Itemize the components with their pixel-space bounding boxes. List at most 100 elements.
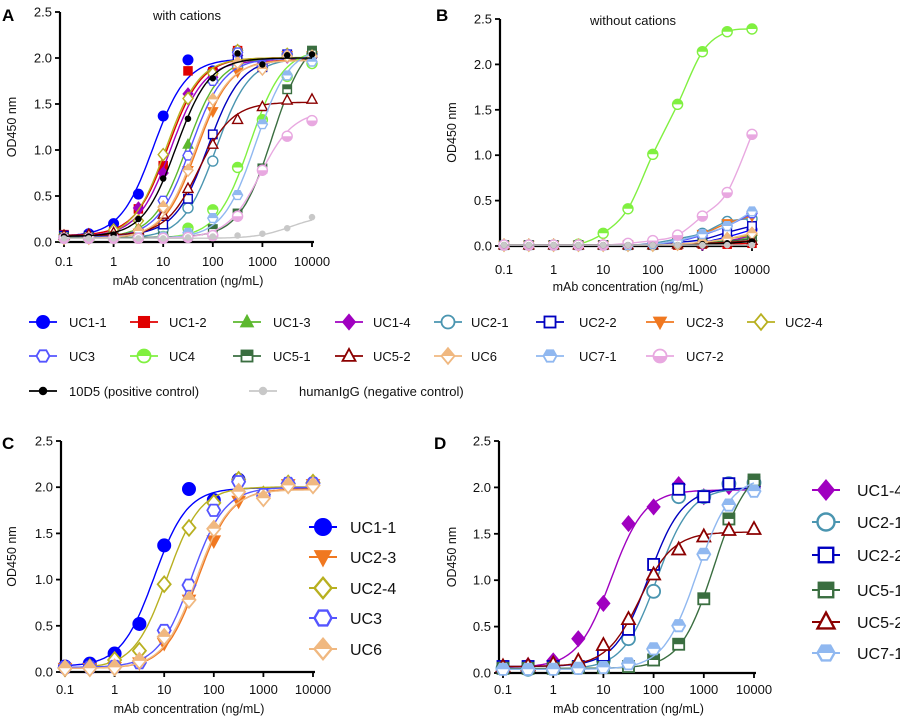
legend-label: UC4 — [169, 349, 195, 364]
legend-label: UC2-2 — [857, 548, 900, 565]
y-tick-label: 2.0 — [35, 480, 53, 495]
data-point — [157, 538, 172, 553]
data-point — [184, 234, 192, 241]
data-point — [159, 235, 167, 242]
y-tick-label: 0.5 — [35, 618, 53, 633]
data-point — [230, 482, 247, 502]
legend-item: UC2-1 — [812, 512, 900, 532]
legend-label: UC6 — [471, 349, 497, 364]
legend-marker — [340, 346, 358, 362]
data-point — [280, 476, 296, 495]
legend-marker — [816, 512, 836, 532]
x-tick-label: 10000 — [736, 682, 772, 697]
data-point — [672, 482, 686, 496]
y-tick-label: 0.5 — [473, 619, 491, 634]
data-point — [82, 659, 98, 678]
y-tick-label: 0.0 — [474, 239, 492, 254]
data-point — [306, 114, 318, 127]
y-tick-label: 0.0 — [34, 235, 52, 250]
legend-label: UC1-1 — [69, 315, 107, 330]
series-uc6 — [57, 476, 321, 678]
data-point — [283, 51, 291, 59]
data-point — [305, 476, 321, 495]
legend-marker — [543, 315, 557, 329]
y-tick-label: 1.0 — [473, 573, 491, 588]
data-point — [182, 91, 194, 106]
data-point — [60, 235, 68, 242]
series-humanigg — [60, 213, 316, 242]
data-point — [157, 110, 169, 122]
legend: UC1-1 UC2-3 UC2-4 UC3 UC6 — [309, 518, 396, 662]
data-point — [721, 498, 737, 512]
data-point — [699, 241, 706, 249]
data-point — [696, 229, 709, 240]
series-uc2-4 — [57, 470, 321, 678]
data-point — [620, 657, 637, 671]
legend-item: UC5-2 — [335, 346, 411, 364]
x-tick-label: 0.1 — [495, 262, 513, 277]
legend-item: UC7-2 — [646, 348, 724, 364]
panel-d: 0.0 0.5 1.0 1.5 2.0 2.5 0.1 1 10 100 1000 10000 mAb … — [445, 434, 900, 717]
x-tick-label: 1000 — [249, 682, 278, 697]
y-tick-label: 0.0 — [473, 666, 491, 681]
data-point — [745, 520, 763, 535]
data-point — [308, 213, 316, 221]
data-point — [131, 651, 148, 671]
data-point — [697, 490, 711, 504]
legend-label: UC1-4 — [373, 315, 411, 330]
y-tick-label: 1.5 — [474, 102, 492, 117]
data-point — [256, 164, 269, 176]
legend-marker — [313, 609, 333, 627]
legend-marker — [136, 348, 152, 364]
x-tick-label: 1000 — [689, 682, 718, 697]
series-uc1-1 — [58, 472, 320, 674]
data-point — [57, 659, 73, 678]
data-point — [550, 241, 557, 249]
legend-label: humanIgG (negative control) — [299, 384, 464, 399]
legend-item: UC1-3 — [233, 313, 311, 330]
x-tick-label: 1 — [550, 682, 557, 697]
data-point — [545, 662, 561, 676]
data-point — [283, 224, 291, 232]
legend-marker — [312, 575, 334, 601]
x-tick-label: 10 — [596, 262, 610, 277]
legend-marker — [35, 349, 51, 363]
data-point — [259, 230, 266, 237]
legend-label: UC5-1 — [273, 349, 311, 364]
y-tick-label: 0.5 — [474, 193, 492, 208]
data-point — [256, 99, 269, 112]
data-point — [622, 622, 635, 636]
y-tick-label: 1.0 — [35, 572, 53, 587]
legend-item: UC2-3 — [309, 550, 396, 568]
legend-marker — [815, 610, 837, 630]
data-point — [721, 220, 734, 232]
y-tick-label: 0.5 — [34, 189, 52, 204]
legend-marker — [240, 349, 254, 363]
data-point — [495, 662, 511, 676]
legend-marker — [440, 314, 456, 330]
data-point — [571, 630, 586, 648]
data-point — [255, 489, 272, 508]
panel-a: 0.0 0.5 1.0 1.5 2.0 2.5 0.1 1 10 100 1000 10000 mAb … — [5, 5, 330, 289]
data-point — [135, 235, 142, 242]
data-point — [184, 115, 192, 122]
data-point — [696, 210, 709, 222]
y-axis-label: OD450 nm — [5, 526, 19, 586]
legend-marker — [341, 313, 357, 331]
legend-item: UC2-4 — [747, 312, 823, 332]
series-uc3 — [57, 475, 321, 674]
legend-item: UC2-1 — [434, 314, 509, 330]
data-point — [206, 137, 219, 149]
legend-marker — [239, 313, 255, 328]
data-point — [281, 130, 293, 142]
x-tick-label: 1000 — [688, 262, 717, 277]
legend-marker — [38, 386, 48, 396]
x-tick-label: 10 — [157, 682, 171, 697]
data-point — [620, 610, 637, 626]
x-tick-label: 100 — [642, 262, 664, 277]
x-tick-label: 100 — [203, 682, 225, 697]
panel-letter-d: D — [434, 434, 446, 453]
series-uc2-3 — [57, 479, 321, 677]
data-point — [281, 93, 294, 105]
x-tick-label: 0.1 — [56, 682, 74, 697]
